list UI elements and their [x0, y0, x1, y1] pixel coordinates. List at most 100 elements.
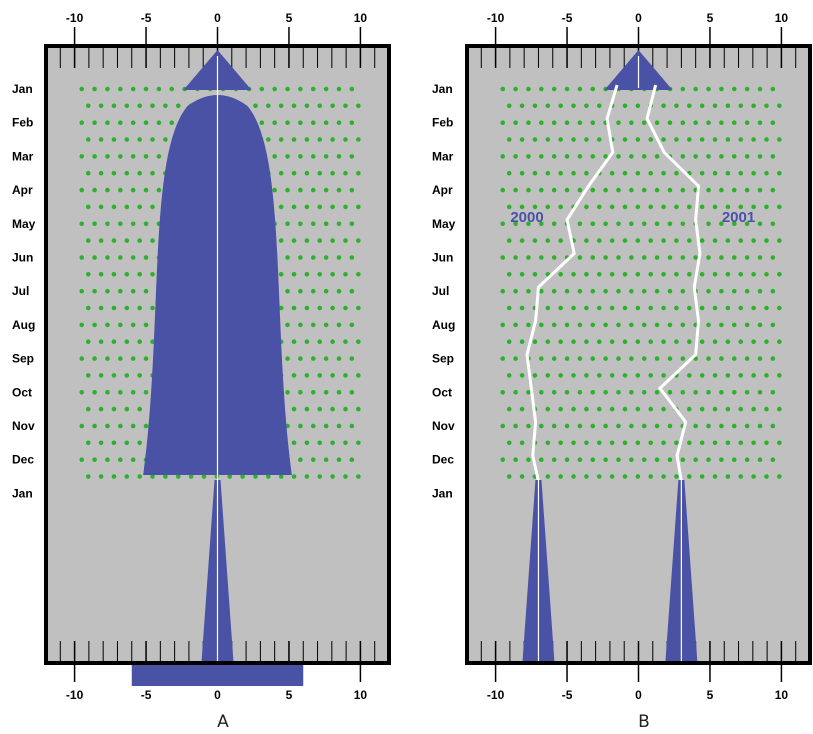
grid-dot: [85, 406, 91, 412]
series-label: 2001: [722, 209, 755, 226]
tick-label-top: 5: [286, 11, 293, 25]
grid-dot: [577, 288, 583, 294]
grid-dot: [272, 86, 277, 92]
tick-label-top: -5: [562, 11, 573, 25]
grid-dot: [291, 440, 297, 446]
grid-dot: [590, 356, 596, 361]
grid-dot: [330, 305, 335, 311]
grid-dot: [744, 390, 750, 395]
grid-dot: [757, 120, 763, 125]
grid-dot: [616, 322, 621, 328]
grid-dot: [130, 390, 136, 395]
grid-dot: [641, 187, 647, 193]
grid-dot: [661, 170, 666, 176]
grid-dot: [317, 339, 323, 345]
grid-dot: [770, 154, 776, 159]
grid-dot: [699, 238, 705, 243]
grid-dot: [770, 356, 776, 361]
grid-dot: [706, 356, 711, 361]
grid-dot: [266, 474, 271, 479]
grid-dot: [719, 457, 724, 463]
grid-dot: [317, 406, 323, 412]
tick-label-bottom: 10: [354, 688, 368, 702]
grid-dot: [654, 423, 660, 429]
grid-dot: [526, 423, 531, 429]
grid-dot: [654, 154, 660, 159]
month-label: Mar: [432, 149, 454, 163]
grid-dot: [596, 238, 602, 243]
grid-dot: [603, 423, 608, 429]
grid-dot: [719, 356, 724, 361]
grid-dot: [564, 86, 570, 92]
grid-dot: [500, 154, 506, 159]
grid-dot: [79, 457, 85, 463]
grid-dot: [188, 474, 194, 479]
grid-dot: [330, 272, 335, 277]
grid-dot: [513, 322, 518, 328]
grid-dot: [584, 204, 589, 210]
grid-dot: [719, 288, 724, 294]
grid-dot: [98, 339, 104, 345]
grid-dot: [291, 305, 297, 311]
grid-dot: [731, 457, 737, 463]
grid-dot: [343, 440, 348, 446]
grid-dot: [744, 187, 750, 193]
grid-dot: [272, 187, 277, 193]
grid-dot: [584, 440, 589, 446]
grid-dot: [323, 390, 329, 395]
grid-dot: [118, 390, 123, 395]
tick-label-top: -5: [141, 11, 152, 25]
grid-dot: [105, 322, 110, 328]
grid-dot: [137, 103, 142, 109]
grid-dot: [545, 238, 551, 243]
grid-dot: [298, 322, 303, 328]
grid-dot: [712, 339, 718, 345]
grid-dot: [725, 305, 731, 311]
grid-dot: [98, 137, 104, 142]
grid-dot: [118, 86, 123, 92]
grid-dot: [719, 221, 724, 227]
grid-dot: [590, 86, 596, 92]
grid-dot: [635, 272, 641, 277]
grid-dot: [317, 474, 323, 479]
grid-dot: [513, 86, 518, 92]
grid-dot: [539, 120, 544, 125]
grid-dot: [674, 272, 679, 277]
grid-dot: [513, 154, 518, 159]
grid-dot: [667, 221, 673, 227]
grid-dot: [137, 137, 142, 142]
grid-dot: [558, 238, 563, 243]
grid-dot: [272, 154, 277, 159]
grid-dot: [629, 255, 634, 260]
grid-dot: [706, 255, 711, 260]
grid-dot: [105, 120, 110, 125]
grid-dot: [266, 103, 271, 109]
grid-dot: [124, 305, 130, 311]
grid-dot: [298, 457, 303, 463]
grid-dot: [629, 288, 634, 294]
grid-dot: [272, 120, 277, 125]
month-label: Nov: [432, 419, 455, 433]
grid-dot: [349, 457, 355, 463]
grid-dot: [731, 390, 737, 395]
grid-dot: [526, 154, 531, 159]
grid-dot: [298, 187, 303, 193]
grid-dot: [291, 103, 297, 109]
grid-dot: [564, 322, 570, 328]
grid-dot: [143, 86, 149, 92]
grid-dot: [770, 288, 776, 294]
grid-dot: [317, 440, 323, 446]
grid-dot: [731, 356, 737, 361]
grid-dot: [137, 238, 142, 243]
grid-dot: [629, 154, 634, 159]
month-label: Sep: [12, 352, 34, 366]
grid-dot: [764, 103, 769, 109]
grid-dot: [532, 137, 538, 142]
grid-dot: [680, 390, 686, 395]
grid-dot: [635, 238, 641, 243]
grid-dot: [336, 187, 342, 193]
grid-dot: [532, 339, 538, 345]
grid-dot: [98, 238, 104, 243]
grid-dot: [596, 137, 602, 142]
grid-dot: [751, 238, 756, 243]
